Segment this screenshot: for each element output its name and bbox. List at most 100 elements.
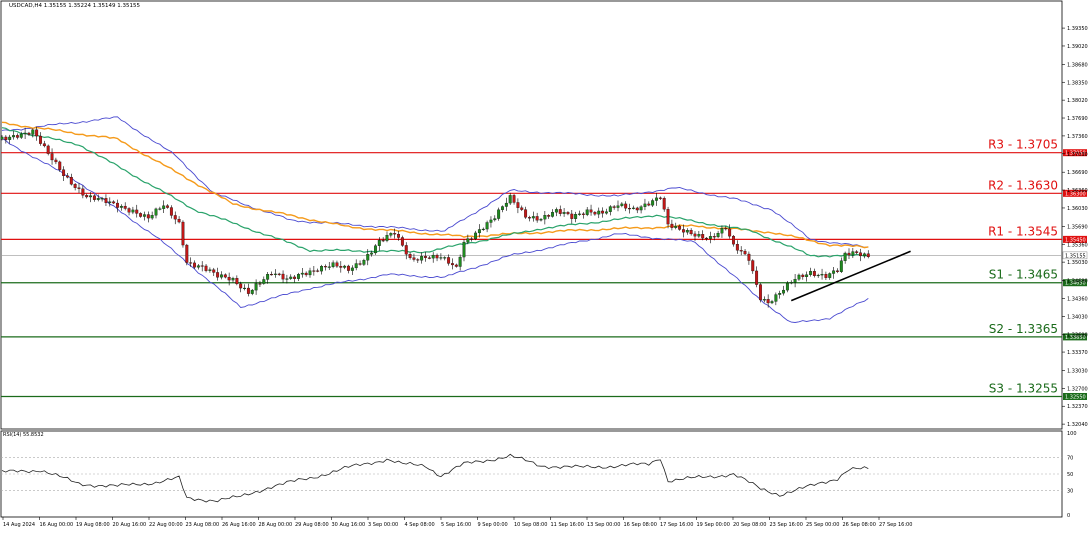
candle-body — [89, 195, 92, 198]
symbol-info-header: USDCAD,H4 1.35155 1.35224 1.35149 1.3515… — [9, 3, 140, 9]
candle-body — [239, 283, 243, 289]
candle-body — [112, 201, 116, 204]
candle-body — [435, 254, 439, 259]
candle-body — [23, 132, 27, 135]
time-tick-label: 28 Aug 00:00 — [259, 522, 293, 528]
candle-body — [655, 197, 658, 201]
candle-body — [820, 274, 824, 276]
candle-body — [277, 273, 281, 275]
level-price-tag — [1063, 235, 1087, 243]
candle-body — [254, 283, 258, 291]
candle-body — [735, 243, 739, 251]
time-tick-label: 16 Aug 00:00 — [40, 522, 74, 528]
candle-body — [420, 256, 424, 261]
candle-body — [789, 282, 793, 284]
time-tick-label: 30 Aug 16:00 — [332, 522, 366, 528]
level-label: R2 - 1.3630 — [988, 178, 1058, 192]
candle-body — [766, 299, 770, 304]
level-price-tag-text: 1.34650 — [1065, 281, 1086, 287]
price-tick-label: 1.39020 — [1067, 44, 1088, 50]
support-resistance-lines: R3 - 1.3705 1.37050 R2 - 1.3630 1.36300 R1 -… — [1, 138, 1088, 400]
time-tick-label: 14 Aug 2024 — [3, 522, 35, 528]
candle-body — [616, 205, 620, 208]
candle-body — [689, 230, 693, 235]
candle-body — [273, 273, 277, 275]
candle-body — [150, 215, 154, 219]
rsi-tick-label: 30 — [1067, 488, 1073, 494]
candle-body — [285, 278, 289, 280]
candle-body — [793, 279, 797, 283]
bollinger-bands — [1, 116, 869, 323]
candle-body — [481, 228, 485, 231]
candle-body — [670, 223, 674, 228]
level-label: S3 - 1.3255 — [989, 381, 1058, 395]
moving-averages — [1, 121, 869, 258]
candle-body — [855, 251, 859, 253]
time-tick-label: 5 Sep 16:00 — [441, 522, 471, 528]
bollinger-lower-band — [1, 138, 869, 323]
candle-body — [462, 241, 466, 258]
candle-body — [585, 209, 589, 215]
candle-body — [223, 274, 227, 278]
candle-body — [50, 153, 54, 161]
candle-body — [312, 270, 316, 272]
price-tick-label: 1.32370 — [1067, 404, 1088, 410]
candle-body — [281, 273, 285, 280]
candle-body — [805, 274, 809, 277]
candle-body — [185, 244, 189, 263]
candle-body — [759, 284, 762, 301]
candle-body — [612, 206, 616, 208]
candle-body — [216, 272, 220, 278]
candle-body — [712, 236, 716, 238]
price-tick-label: 1.32700 — [1067, 386, 1088, 392]
candle-body — [96, 198, 100, 200]
candle-body — [39, 135, 42, 144]
rsi-tick-label: 100 — [1067, 431, 1077, 437]
candle-body — [62, 169, 66, 176]
candle-body — [389, 233, 393, 236]
candle-body — [747, 253, 751, 261]
candle-body — [358, 263, 362, 265]
time-tick-label: 27 Sep 16:00 — [879, 522, 912, 528]
candle-body — [705, 237, 708, 240]
uptrend-line — [790, 250, 911, 302]
candle-body — [427, 257, 431, 259]
time-tick-label: 16 Sep 08:00 — [624, 522, 657, 528]
candle-body — [581, 213, 585, 215]
candle-body — [651, 200, 655, 206]
candle-body — [547, 215, 551, 217]
candle-body — [146, 214, 150, 219]
candle-body — [674, 225, 678, 228]
candle-body — [212, 269, 216, 273]
price-tick-label: 1.38680 — [1067, 62, 1088, 68]
candle-body — [701, 234, 705, 239]
candle-body — [439, 257, 443, 259]
candle-body — [578, 213, 581, 215]
candle-body — [732, 235, 735, 245]
candle-body — [19, 133, 23, 138]
candle-body — [589, 209, 593, 213]
candle-body — [208, 269, 212, 271]
price-axis: 1.39350 1.39020 1.38680 1.38350 1.38020 1.376… — [1062, 26, 1088, 428]
time-tick-label: 19 Sep 00:00 — [697, 522, 730, 528]
candle-body — [35, 129, 39, 137]
candle-body — [177, 218, 181, 223]
time-tick-label: 25 Sep 00:00 — [806, 522, 839, 528]
candle-body — [108, 201, 112, 203]
candle-body — [323, 266, 327, 268]
candle-body — [724, 228, 728, 230]
candle-body — [235, 278, 239, 285]
candle-body — [539, 218, 543, 221]
price-tick-label: 1.39350 — [1067, 26, 1088, 32]
candle-body — [196, 265, 200, 268]
time-axis: 14 Aug 2024 16 Aug 00:00 19 Aug 08:00 20 Au… — [2, 517, 912, 528]
candle-body — [708, 236, 712, 239]
level-label: S1 - 1.3465 — [989, 268, 1058, 282]
candle-body — [219, 274, 223, 278]
level-label: R3 - 1.3705 — [988, 138, 1058, 152]
candle-body — [843, 252, 847, 261]
candle-body — [774, 294, 778, 302]
candle-body — [520, 207, 524, 210]
